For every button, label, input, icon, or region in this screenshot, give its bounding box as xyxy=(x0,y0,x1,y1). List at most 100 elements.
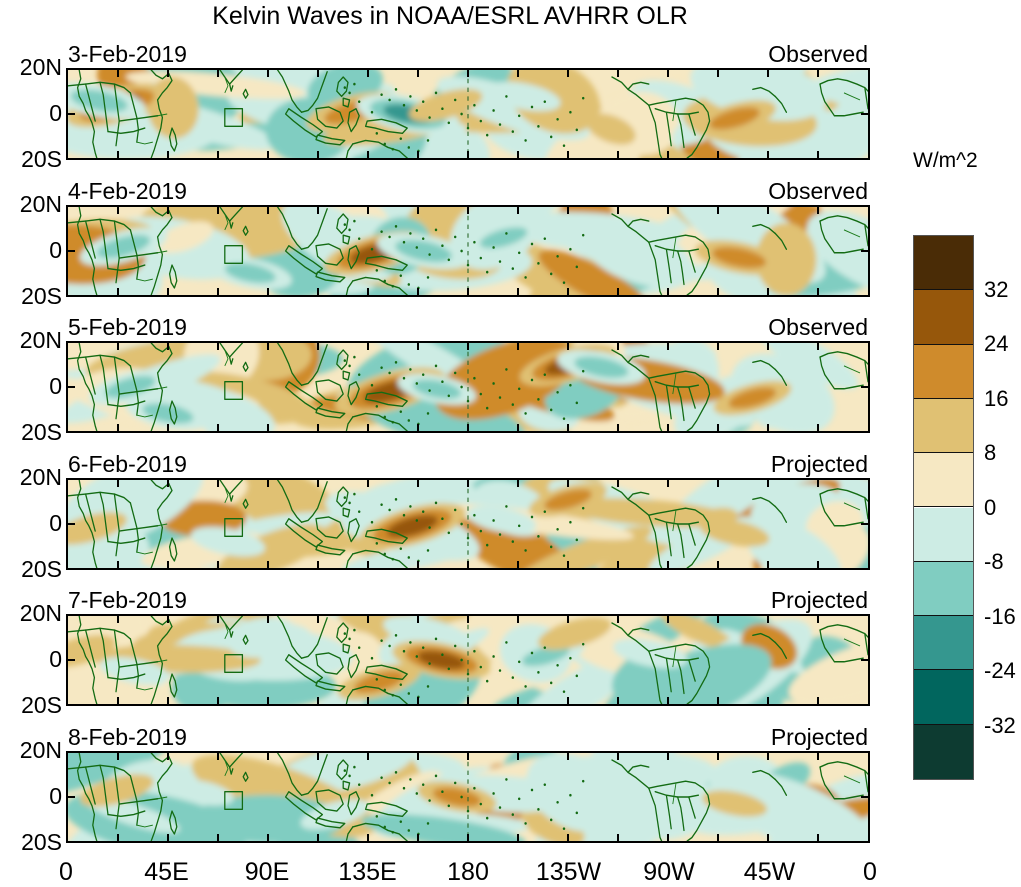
x-tick xyxy=(567,70,569,77)
colorbar-tick-label: -24 xyxy=(984,658,1016,683)
x-tick xyxy=(417,70,419,77)
x-tick xyxy=(617,287,619,295)
figure-title: Kelvin Waves in NOAA/ESRL AVHRR OLR xyxy=(212,2,688,30)
x-tick xyxy=(617,616,619,624)
x-tick xyxy=(267,616,269,624)
x-tick xyxy=(717,206,719,214)
x-tick xyxy=(117,616,119,624)
x-tick xyxy=(417,287,419,295)
y-axis-tick-label: 20S xyxy=(21,282,62,309)
x-tick xyxy=(117,343,119,351)
panel-4: 6-Feb-2019 Projected 20N 0 20S xyxy=(20,451,870,582)
x-tick xyxy=(417,753,419,760)
x-tick xyxy=(767,697,769,705)
x-tick xyxy=(117,287,119,295)
x-tick xyxy=(817,479,819,487)
panel-plot-area[interactable] xyxy=(66,204,870,297)
x-tick xyxy=(217,753,219,760)
colorbar-band-2[interactable] xyxy=(914,344,973,399)
x-tick xyxy=(767,479,769,487)
x-tick xyxy=(117,753,119,760)
x-tick xyxy=(417,834,419,841)
x-tick xyxy=(167,70,169,77)
x-tick xyxy=(217,343,219,351)
y-tick xyxy=(68,113,75,115)
x-tick xyxy=(467,834,469,841)
x-tick xyxy=(317,287,319,295)
reference-box xyxy=(224,791,244,811)
x-tick xyxy=(267,834,269,841)
x-tick xyxy=(717,70,719,77)
x-tick xyxy=(667,343,669,351)
x-tick xyxy=(517,479,519,487)
x-tick xyxy=(467,206,469,214)
colorbar-band-7[interactable] xyxy=(914,616,973,671)
colorbar-tick-label: 16 xyxy=(984,385,1009,411)
x-tick xyxy=(217,834,219,841)
x-tick xyxy=(467,287,469,295)
x-tick xyxy=(117,834,119,841)
x-tick xyxy=(467,560,469,568)
colorbar-band-4[interactable] xyxy=(914,453,973,508)
x-tick xyxy=(767,424,769,432)
reference-box xyxy=(224,517,244,537)
x-tick xyxy=(617,206,619,214)
x-tick xyxy=(767,616,769,624)
colorbar-band-9[interactable] xyxy=(914,724,973,779)
y-axis-tick-label: 20S xyxy=(21,829,62,855)
y-tick xyxy=(861,796,868,798)
y-axis-tick-label: 20N xyxy=(19,463,62,490)
x-tick xyxy=(617,560,619,568)
panel-date-label: 3-Feb-2019 xyxy=(68,41,187,67)
x-tick xyxy=(267,287,269,295)
reference-box xyxy=(224,244,244,264)
x-tick xyxy=(767,287,769,295)
y-axis-tick-label: 0 xyxy=(49,100,62,126)
x-tick xyxy=(617,753,619,760)
x-tick xyxy=(317,70,319,77)
x-tick xyxy=(467,70,469,77)
x-tick xyxy=(167,151,169,158)
x-tick xyxy=(417,343,419,351)
x-tick xyxy=(767,206,769,214)
x-tick xyxy=(717,616,719,624)
x-tick xyxy=(767,343,769,351)
x-tick xyxy=(217,697,219,705)
y-axis-tick-label: 20S xyxy=(21,419,62,446)
panel-plot-area[interactable] xyxy=(66,68,870,160)
panel-map-svg xyxy=(68,479,868,568)
y-axis-tick-label: 20S xyxy=(21,146,62,172)
y-tick xyxy=(68,659,75,662)
colorbar-band-6[interactable] xyxy=(914,561,973,617)
colorbar[interactable] xyxy=(913,235,974,780)
x-tick xyxy=(567,697,569,705)
colorbar-band-0[interactable] xyxy=(914,236,973,291)
x-tick xyxy=(317,697,319,705)
panel-plot-area[interactable] xyxy=(66,614,870,707)
colorbar-band-8[interactable] xyxy=(914,670,973,725)
colorbar-unit-label: W/m^2 xyxy=(913,149,978,172)
panel-map-svg xyxy=(68,753,868,841)
colorbar-band-1[interactable] xyxy=(914,290,973,345)
x-tick xyxy=(217,424,219,432)
panel-date-label: 7-Feb-2019 xyxy=(68,587,187,614)
panel-date-label: 8-Feb-2019 xyxy=(68,724,187,750)
panel-date-label: 5-Feb-2019 xyxy=(68,314,187,341)
x-tick xyxy=(417,206,419,214)
x-tick xyxy=(717,753,719,760)
panel-plot-area[interactable] xyxy=(66,341,870,434)
x-tick xyxy=(167,343,169,351)
panel-plot-area[interactable] xyxy=(66,477,870,570)
x-tick xyxy=(167,616,169,624)
y-tick xyxy=(861,522,868,525)
colorbar-band-5[interactable] xyxy=(914,507,973,562)
x-tick xyxy=(467,753,469,760)
colorbar-band-3[interactable] xyxy=(914,398,973,454)
panel-plot-area[interactable] xyxy=(66,751,870,843)
x-tick xyxy=(117,560,119,568)
x-tick xyxy=(717,834,719,841)
x-tick xyxy=(267,697,269,705)
y-tick xyxy=(68,249,75,252)
x-axis-tick-label: 0 xyxy=(863,858,877,886)
x-axis-tick-labels: 0 45E 90E 135E 180 135W 90W 45W 0 xyxy=(59,858,877,886)
